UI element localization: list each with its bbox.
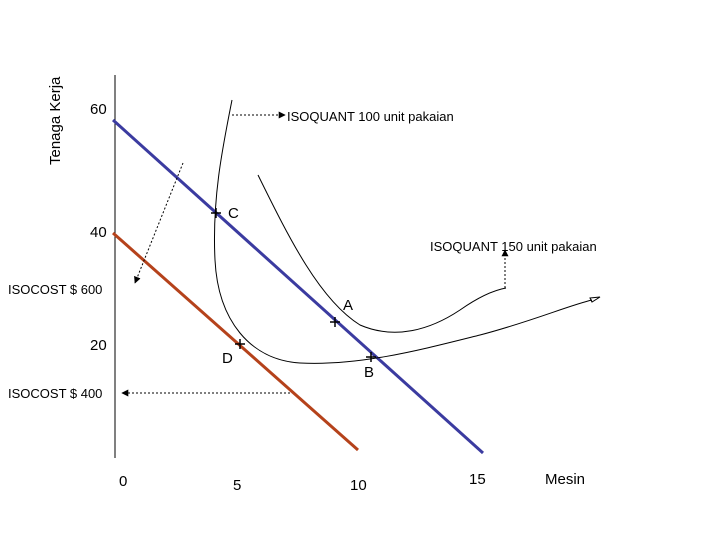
y-axis-label: Tenaga Kerja bbox=[47, 76, 64, 165]
point-markers bbox=[211, 208, 376, 362]
curve-label: ISOQUANT 150 unit pakaian bbox=[430, 239, 597, 254]
x-tick-label: 15 bbox=[469, 471, 486, 488]
isoquant-150-curve bbox=[257, 174, 507, 333]
point-label: B bbox=[364, 364, 374, 381]
point-label: D bbox=[222, 350, 233, 367]
isocost-400-line bbox=[112, 231, 359, 452]
x-tick-label: 5 bbox=[233, 477, 241, 494]
isocost-600-line bbox=[111, 118, 485, 455]
curve-label: ISOCOST $ 600 bbox=[8, 282, 102, 297]
curve-tip bbox=[589, 296, 601, 303]
curve-label: ISOQUANT 100 unit pakaian bbox=[287, 109, 454, 124]
x-tick-label: 0 bbox=[119, 473, 127, 490]
curve-label: ISOCOST $ 400 bbox=[8, 386, 102, 401]
x-axis-label: Mesin bbox=[545, 471, 585, 488]
y-tick-label: 20 bbox=[90, 337, 107, 354]
isoquant-100-curve bbox=[213, 99, 593, 364]
x-tick-label: 10 bbox=[350, 477, 367, 494]
y-tick-label: 40 bbox=[90, 224, 107, 241]
y-tick-label: 60 bbox=[90, 101, 107, 118]
pointer bbox=[134, 162, 184, 284]
point-label: C bbox=[228, 205, 239, 222]
point-label: A bbox=[343, 297, 353, 314]
